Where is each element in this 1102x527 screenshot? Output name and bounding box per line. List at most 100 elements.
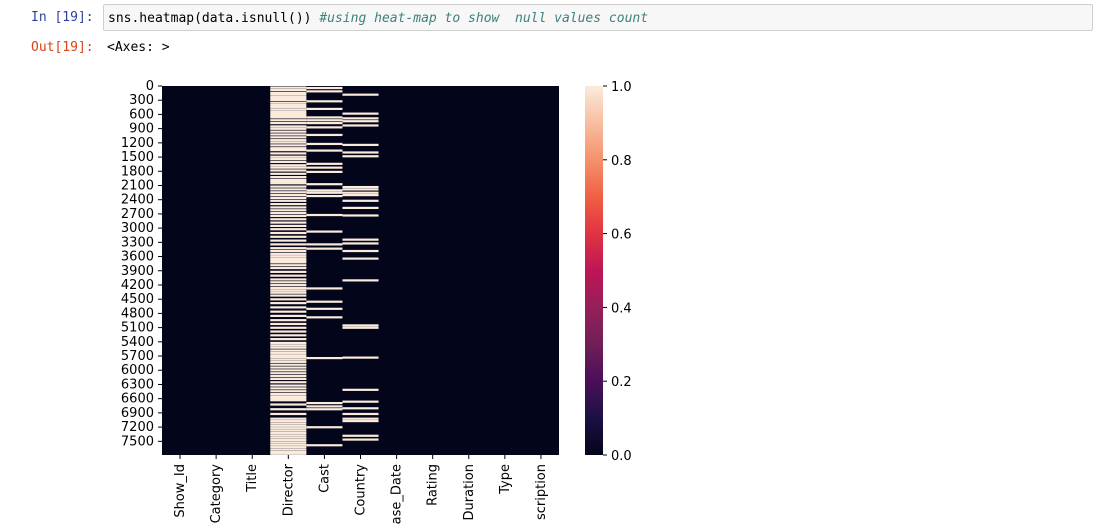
- null-cell-director: [270, 434, 307, 437]
- null-cell-director: [270, 261, 307, 264]
- null-cell-cast: [306, 162, 343, 165]
- null-cell-country: [342, 412, 379, 416]
- null-cell-director: [270, 429, 307, 432]
- null-cell-director: [270, 95, 307, 98]
- null-cell-director: [270, 114, 307, 117]
- null-cell-director: [270, 228, 307, 231]
- null-cell-director: [270, 330, 307, 333]
- null-cell-director: [270, 191, 307, 194]
- null-cell-director: [270, 127, 307, 130]
- null-cell-director: [270, 259, 307, 262]
- null-cell-director: [270, 387, 307, 390]
- null-cell-cast: [306, 86, 343, 90]
- x-tick-label: Cast: [317, 464, 332, 493]
- null-cell-director: [270, 86, 307, 89]
- null-cell-director: [270, 152, 307, 155]
- null-cell-cast: [306, 405, 343, 408]
- null-cell-director: [270, 436, 307, 439]
- null-cell-director: [270, 438, 307, 442]
- null-cell-director: [270, 97, 307, 100]
- null-cell-director: [270, 255, 307, 258]
- null-cell-cast: [306, 126, 343, 129]
- null-cell-director: [270, 108, 307, 111]
- null-cell-cast: [306, 426, 343, 429]
- null-cell-director: [270, 257, 307, 260]
- null-cell-director: [270, 427, 307, 430]
- null-cell-director: [270, 98, 307, 101]
- null-cell-director: [270, 419, 307, 423]
- x-tick-label: Country: [354, 464, 369, 516]
- output-repr: <Axes: >: [107, 40, 170, 55]
- null-cell-director: [270, 374, 307, 378]
- y-tick-label: 4800: [121, 306, 154, 321]
- y-tick-label: 4200: [121, 278, 154, 293]
- null-cell-director: [270, 270, 307, 273]
- null-cell-cast: [306, 189, 343, 192]
- null-cell-cast: [306, 243, 343, 246]
- null-cell-cast: [306, 119, 343, 122]
- null-cell-country: [342, 257, 379, 260]
- null-cell-director: [270, 149, 307, 152]
- heatmap-background: [162, 86, 559, 455]
- null-cell-director: [270, 112, 307, 115]
- null-cell-country: [342, 326, 379, 329]
- code-statement: sns.heatmap(data.isnull()): [108, 11, 320, 26]
- null-cell-director: [270, 212, 307, 215]
- null-cell-director: [270, 431, 307, 435]
- null-cell-director: [270, 221, 307, 224]
- null-cell-director: [270, 354, 307, 357]
- null-cell-director: [270, 116, 307, 119]
- x-tick-label: Category: [209, 464, 224, 524]
- null-cell-cast: [306, 247, 343, 250]
- null-cell-director: [270, 209, 307, 212]
- null-cell-director: [270, 397, 307, 400]
- y-tick-label: 2700: [121, 207, 154, 222]
- y-tick-label: 3000: [121, 221, 154, 236]
- y-tick-label: 5700: [121, 349, 154, 364]
- input-cell: In [19]: sns.heatmap(data.isnull()) #usi…: [0, 0, 1102, 40]
- colorbar-tick-label: 0.0: [611, 449, 632, 464]
- null-cell-country: [342, 191, 379, 194]
- y-tick-label: 300: [129, 93, 154, 108]
- y-tick-label: 600: [129, 107, 154, 122]
- null-cell-director: [270, 399, 307, 402]
- null-cell-director: [270, 155, 307, 158]
- null-cell-director: [270, 392, 307, 396]
- null-cell-country: [342, 407, 379, 410]
- null-cell-director: [270, 422, 307, 425]
- null-cell-director: [270, 366, 307, 369]
- null-cell-country: [342, 188, 379, 191]
- input-prompt: In [19]:: [31, 10, 94, 25]
- null-cell-director: [270, 326, 307, 329]
- null-cell-director: [270, 158, 307, 161]
- null-cell-director: [270, 417, 307, 420]
- null-cell-cast: [306, 191, 343, 194]
- null-cell-country: [342, 112, 379, 115]
- y-tick-label: 2100: [121, 178, 154, 193]
- null-cell-director: [270, 363, 307, 366]
- null-cell-country: [342, 434, 379, 437]
- null-cell-director: [270, 243, 307, 246]
- colorbar: 0.0 0.2 0.4 0.6 0.8 1.0: [585, 80, 632, 464]
- null-cell-director: [270, 294, 307, 297]
- null-cell-country: [342, 199, 379, 202]
- null-cell-director: [270, 196, 307, 200]
- null-cell-cast: [306, 300, 343, 303]
- null-cell-director: [270, 384, 307, 387]
- y-tick-label: 3900: [121, 264, 154, 279]
- null-cell-director: [270, 341, 307, 345]
- y-tick-label: 6900: [121, 406, 154, 421]
- null-cell-country: [342, 388, 379, 391]
- y-tick-label: 3300: [121, 235, 154, 250]
- null-cell-cast: [306, 107, 343, 110]
- null-cell-cast: [306, 170, 343, 174]
- null-cell-director: [270, 101, 307, 104]
- null-cell-cast: [306, 408, 343, 411]
- null-cell-director: [270, 395, 307, 398]
- null-cell-director: [270, 346, 307, 349]
- y-tick-label: 1200: [121, 136, 154, 151]
- y-tick-label: 2400: [121, 193, 154, 208]
- null-cell-cast: [306, 183, 343, 186]
- code-editor[interactable]: sns.heatmap(data.isnull()) #using heat-m…: [103, 4, 1093, 31]
